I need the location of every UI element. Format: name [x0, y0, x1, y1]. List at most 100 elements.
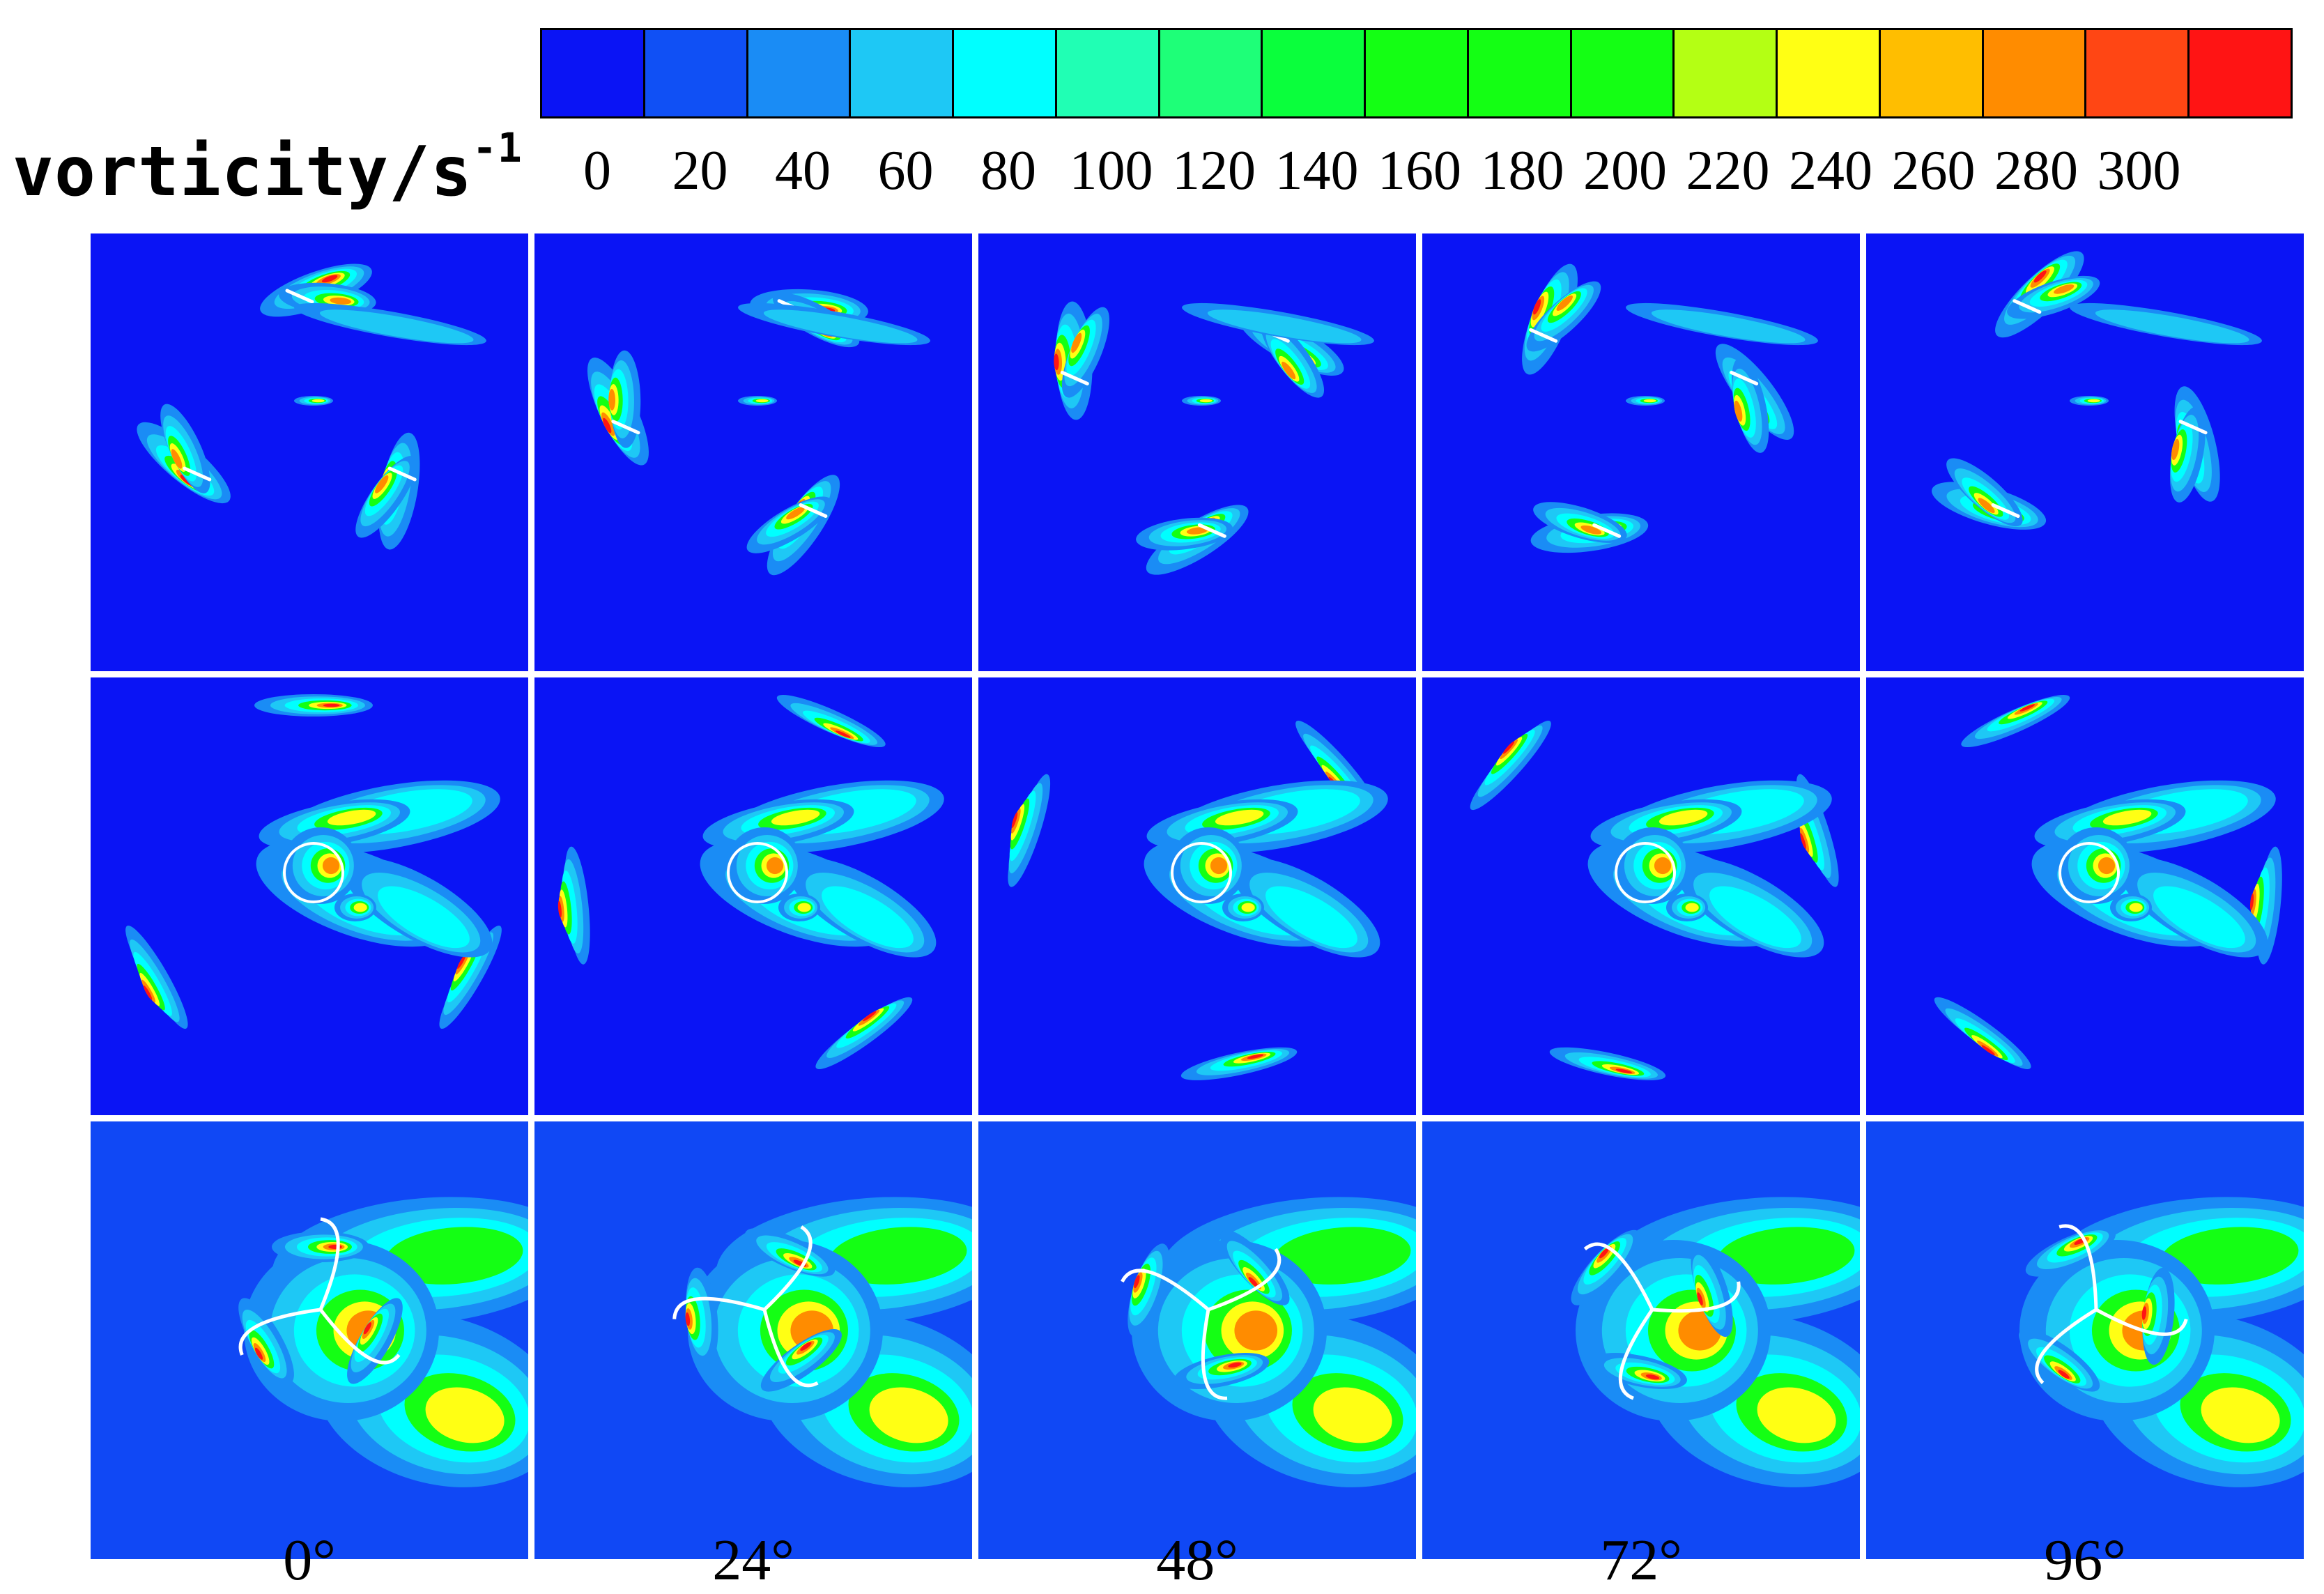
vorticity-contour: [1800, 833, 1806, 850]
blade-edge: [1592, 523, 1622, 538]
vorticity-contour: [863, 1011, 877, 1022]
colorbar-swatch: [851, 30, 955, 116]
blade-edge: [1652, 1281, 1741, 1313]
vorticity-contour: [1709, 886, 1801, 949]
vorticity-panel-row-2-col-3: [978, 677, 1416, 1115]
vorticity-contour: [1265, 886, 1357, 949]
vorticity-contour: [1054, 353, 1059, 371]
vorticity-panel-row-2-col-2: [534, 677, 972, 1115]
colorbar-swatch: [542, 30, 645, 116]
vorticity-field: [534, 677, 972, 1115]
vorticity-field: [91, 1121, 528, 1559]
blade-edge: [238, 1308, 321, 1356]
vorticity-contour: [1556, 295, 1573, 311]
colorbar-ticks: 0 20 40 60 80 100 120 140 160 180 200 220 240 260 280 3…: [540, 139, 2293, 216]
colorbar-tick-label: 60: [877, 140, 934, 201]
colorbar-swatch: [1983, 30, 2087, 116]
vorticity-field: [1422, 677, 1860, 1115]
vorticity-contour: [2201, 1387, 2280, 1443]
colorbar-tick-label: 300: [2097, 140, 2181, 201]
blade-edge: [1583, 1242, 1654, 1311]
vorticity-field: [978, 1121, 1416, 1559]
colorbar-tick-label: 0: [583, 140, 611, 201]
vorticity-panel-row-2-col-5: [1866, 677, 2304, 1115]
vorticity-contour: [1717, 1227, 1855, 1285]
angle-label: 0°: [283, 1528, 336, 1593]
vorticity-contour: [323, 703, 340, 707]
vorticity-contour: [800, 1342, 812, 1351]
colorbar-tick-label: 200: [1583, 140, 1667, 201]
vorticity-contour: [254, 1347, 263, 1360]
vorticity-contour: [1282, 361, 1296, 380]
vorticity-panel-row-1-col-5: [1866, 233, 2304, 671]
vorticity-contour: [1799, 827, 1810, 853]
vorticity-field: [534, 233, 972, 671]
blade-edge: [1991, 503, 2020, 519]
vorticity-field: [978, 677, 1416, 1115]
colorbar-swatch: [1468, 30, 1572, 116]
vorticity-field: [91, 233, 528, 671]
vorticity-contour: [1685, 903, 1699, 912]
vorticity-field: [534, 1121, 972, 1559]
vorticity-contour: [1313, 1387, 1392, 1443]
vorticity-panel-row-3-col-1: [91, 1121, 528, 1559]
vorticity-contour: [1580, 525, 1602, 535]
vorticity-contour: [353, 903, 367, 912]
rotor-outline: [1171, 842, 1232, 903]
vorticity-panel-row-3-col-3: [978, 1121, 1416, 1559]
rotor-outline: [1615, 842, 1676, 903]
vorticity-contour: [378, 886, 470, 949]
colorbar-swatch: [2086, 30, 2190, 116]
colorbar-tick-label: 260: [1891, 140, 1976, 201]
vorticity-contour: [603, 417, 612, 434]
vorticity-field: [1422, 233, 1860, 671]
vorticity-panel-row-2-col-4: [1422, 677, 1860, 1115]
vorticity-panel-row-3-col-4: [1422, 1121, 1860, 1559]
vorticity-contour: [1697, 1292, 1703, 1305]
vorticity-panel-row-1-col-4: [1422, 233, 1860, 671]
blade-edge: [387, 466, 417, 482]
vorticity-contour: [608, 389, 615, 411]
vorticity-contour: [2019, 704, 2036, 712]
vorticity-contour: [2033, 270, 2047, 283]
vorticity-contour: [171, 449, 183, 469]
vorticity-panel-grid: [91, 233, 2304, 1559]
vorticity-contour: [2058, 1370, 2070, 1379]
vorticity-contour: [2249, 894, 2254, 910]
blade-edge: [1121, 1269, 1210, 1311]
vorticity-contour: [1207, 309, 1362, 344]
vorticity-field: [1866, 233, 2304, 671]
blade-edge: [672, 1296, 765, 1319]
blade-edge: [1208, 1248, 1282, 1312]
blade-edge: [2058, 1224, 2098, 1310]
colorbar-swatch: [1056, 30, 1160, 116]
vorticity-contour: [2171, 438, 2180, 461]
vorticity-contour: [557, 901, 562, 918]
vorticity-contour: [1011, 809, 1021, 834]
vorticity-panel-row-2-col-1: [91, 677, 528, 1115]
vorticity-field: [91, 677, 528, 1115]
vorticity-contour: [685, 1312, 691, 1326]
colorbar-swatch: [1366, 30, 1469, 116]
vorticity-contour: [1273, 1227, 1411, 1285]
angle-label: 96°: [2044, 1528, 2126, 1593]
angle-label: 48°: [1156, 1528, 1238, 1593]
vorticity-contour: [425, 1387, 505, 1443]
blade-edge: [2013, 299, 2042, 314]
colorbar-title-text: vorticity/s: [13, 132, 473, 212]
blade-edge: [799, 503, 828, 519]
vorticity-contour: [327, 809, 376, 826]
colorbar-tick-label: 180: [1480, 140, 1564, 201]
vorticity-contour: [2153, 886, 2245, 949]
vorticity-contour: [1981, 1045, 1995, 1055]
colorbar-swatch: [645, 30, 748, 116]
blade-edge: [611, 420, 640, 435]
blade-edge: [285, 289, 314, 304]
angle-label: 72°: [1600, 1528, 1682, 1593]
blade-edge: [763, 1225, 813, 1311]
vorticity-contour: [1199, 399, 1213, 403]
vorticity-contour: [322, 857, 340, 875]
vorticity-contour: [1248, 1277, 1259, 1288]
vorticity-contour: [869, 1387, 948, 1443]
colorbar-tick-label: 240: [1789, 140, 1872, 201]
